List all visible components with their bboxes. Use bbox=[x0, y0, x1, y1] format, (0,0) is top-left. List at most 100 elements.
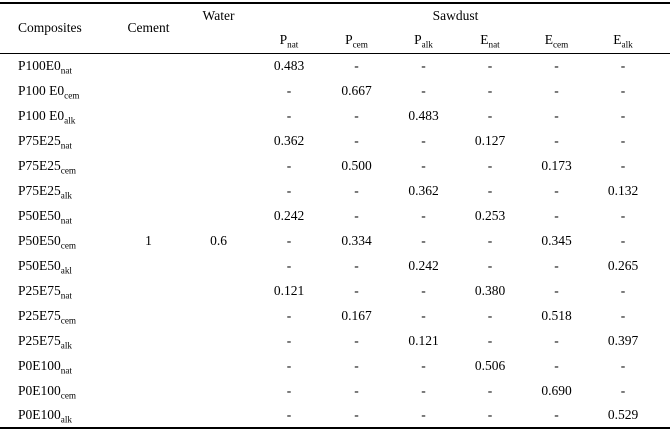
sawdust-p-cem-value: 0.334 bbox=[341, 232, 372, 248]
composite-label-subscript: nat bbox=[60, 140, 72, 151]
sawdust-e-nat-value: - bbox=[487, 107, 493, 123]
sawdust-e-cem-value: - bbox=[554, 407, 559, 422]
composite-label-base: P0E100 bbox=[18, 407, 61, 422]
sawdust-p-alk-value: - bbox=[421, 282, 426, 298]
table-row: P75E25nat 0.362 - - 0.127 - - bbox=[0, 128, 670, 153]
composite-label-base: P100 E0 bbox=[18, 82, 65, 98]
column-header-sawdust-group: Sawdust bbox=[432, 8, 479, 23]
composite-label: P50E50akl bbox=[0, 253, 115, 278]
sawdust-p-nat-value: 0.121 bbox=[273, 282, 305, 298]
column-header-e-alk: Ealk bbox=[590, 28, 670, 53]
sawdust-p-alk-value: - bbox=[421, 157, 426, 173]
data-table: Composites Cement Water Sawdust Pnat Pce… bbox=[0, 2, 670, 429]
sawdust-p-alk-value: 0.242 bbox=[408, 257, 439, 273]
sawdust-e-cem-value: - bbox=[554, 182, 559, 198]
table-row: P100 E0alk - - 0.483 - - - bbox=[0, 103, 670, 128]
composite-label: P75E25alk bbox=[0, 178, 115, 203]
water-value bbox=[182, 353, 255, 378]
composite-label-base: P100E0 bbox=[18, 57, 61, 73]
table-row: P100 E0cem - 0.667 - - - - bbox=[0, 78, 670, 103]
subcolumn-base: E bbox=[544, 32, 553, 48]
water-value bbox=[182, 103, 255, 128]
sawdust-p-nat-value: - bbox=[286, 332, 292, 348]
composite-label: P100 E0cem bbox=[0, 78, 115, 103]
water-value bbox=[182, 278, 255, 303]
sawdust-p-nat-value: 0.483 bbox=[273, 57, 305, 73]
composite-label-subscript: nat bbox=[60, 65, 72, 76]
table-row: P50E50nat 0.242 - - 0.253 - - bbox=[0, 203, 670, 228]
sawdust-p-cem-value: - bbox=[354, 257, 359, 273]
composite-label: P50E50cem bbox=[0, 228, 115, 253]
sawdust-p-nat-value: 0.242 bbox=[273, 207, 305, 223]
sawdust-e-cem-value: 0.173 bbox=[541, 157, 572, 173]
water-value bbox=[182, 153, 255, 178]
water-value bbox=[182, 53, 255, 78]
sawdust-p-cem-value: - bbox=[354, 132, 359, 148]
water-value bbox=[182, 178, 255, 203]
sawdust-p-cem-value: - bbox=[354, 182, 359, 198]
composite-label: P0E100nat bbox=[0, 353, 115, 378]
sawdust-e-nat-value: - bbox=[487, 382, 493, 398]
sawdust-e-nat-value: - bbox=[487, 257, 493, 273]
subcolumn-base: P bbox=[345, 32, 353, 48]
composite-label-subscript: cem bbox=[60, 315, 77, 326]
sawdust-e-cem-value: 0.345 bbox=[541, 232, 572, 248]
composite-label-base: P50E50 bbox=[18, 257, 61, 273]
composite-label: P100E0nat bbox=[0, 53, 115, 78]
sawdust-e-nat-value: - bbox=[487, 407, 493, 422]
cement-value bbox=[115, 103, 182, 128]
sawdust-p-nat-value: - bbox=[286, 357, 292, 373]
composite-label-subscript: alk bbox=[64, 115, 76, 126]
composite-label: P0E100cem bbox=[0, 378, 115, 403]
sawdust-e-alk-value: - bbox=[620, 232, 626, 248]
sawdust-e-alk-value: - bbox=[620, 82, 626, 98]
header-row-subcolumns: Pnat Pcem Palk Enat Ecem Ealk bbox=[0, 28, 670, 53]
table-row: P75E25alk - - 0.362 - - 0.132 bbox=[0, 178, 670, 203]
sawdust-p-cem-value: 0.500 bbox=[341, 157, 372, 173]
subcolumn-subscript: cem bbox=[352, 39, 368, 50]
table-row: P25E75alk - - 0.121 - - 0.397 bbox=[0, 328, 670, 353]
column-header-cement: Cement bbox=[127, 20, 170, 36]
composite-label-base: P75E25 bbox=[18, 182, 61, 198]
sawdust-p-cem-value: - bbox=[354, 207, 359, 223]
sawdust-p-nat-value: - bbox=[286, 257, 292, 273]
table-row: P0E100alk - - - - - 0.529 bbox=[0, 403, 670, 428]
cement-value bbox=[115, 328, 182, 353]
water-value bbox=[182, 403, 255, 428]
sawdust-e-cem-value: 0.690 bbox=[541, 382, 572, 398]
subheader-water-empty bbox=[182, 28, 255, 53]
composite-label: P50E50nat bbox=[0, 203, 115, 228]
composite-label-subscript: alk bbox=[60, 190, 72, 201]
water-value: 0.6 bbox=[210, 232, 227, 248]
sawdust-e-alk-value: - bbox=[620, 207, 626, 223]
cement-value bbox=[115, 378, 182, 403]
sawdust-e-cem-value: - bbox=[554, 57, 559, 73]
sawdust-p-cem-value: - bbox=[354, 407, 359, 422]
composite-label-subscript: cem bbox=[60, 390, 77, 401]
cement-value bbox=[115, 303, 182, 328]
composite-label-subscript: akl bbox=[60, 265, 72, 276]
sawdust-e-alk-value: - bbox=[620, 382, 626, 398]
table-row: P0E100nat - - - 0.506 - - bbox=[0, 353, 670, 378]
sawdust-e-cem-value: - bbox=[554, 257, 559, 273]
composite-label-base: P75E25 bbox=[18, 157, 61, 173]
sawdust-p-alk-value: - bbox=[421, 232, 426, 248]
sawdust-p-cem-value: - bbox=[354, 332, 359, 348]
sawdust-p-alk-value: - bbox=[421, 132, 426, 148]
subcolumn-base: E bbox=[613, 32, 622, 48]
sawdust-p-alk-value: - bbox=[421, 307, 426, 323]
sawdust-p-alk-value: 0.121 bbox=[408, 332, 439, 348]
sawdust-e-cem-value: 0.518 bbox=[541, 307, 572, 323]
sawdust-p-alk-value: 0.483 bbox=[408, 107, 439, 123]
cement-value bbox=[115, 153, 182, 178]
sawdust-e-nat-value: - bbox=[487, 182, 493, 198]
table-row: P25E75cem - 0.167 - - 0.518 - bbox=[0, 303, 670, 328]
sawdust-p-nat-value: - bbox=[286, 82, 292, 98]
subcolumn-base: E bbox=[480, 32, 489, 48]
water-value bbox=[182, 128, 255, 153]
sawdust-p-nat-value: - bbox=[286, 157, 292, 173]
cement-value bbox=[115, 278, 182, 303]
sawdust-e-cem-value: - bbox=[554, 132, 559, 148]
sawdust-e-nat-value: 0.253 bbox=[474, 207, 506, 223]
sawdust-e-alk-value: 0.265 bbox=[607, 257, 639, 273]
